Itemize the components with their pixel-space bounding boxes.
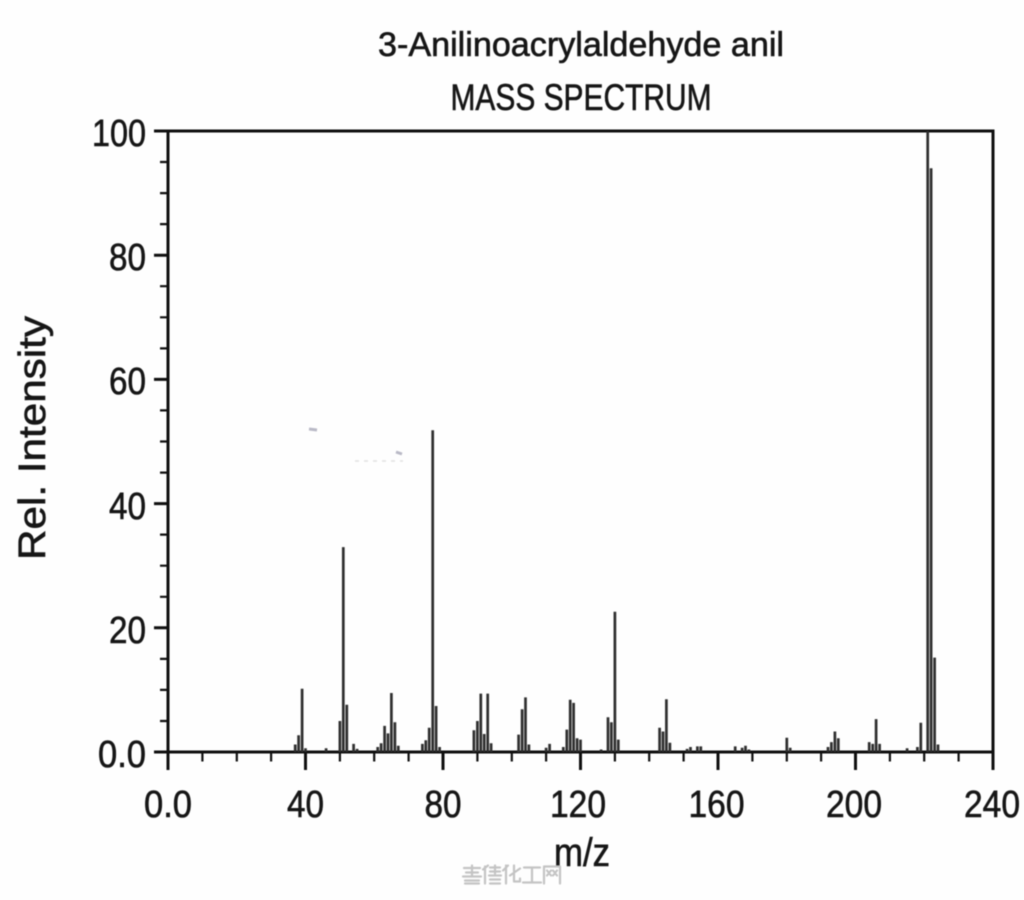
svg-text:240: 240 (964, 784, 1020, 826)
svg-text:40: 40 (109, 486, 146, 528)
svg-text:60: 60 (109, 361, 146, 403)
svg-text:80: 80 (425, 784, 462, 826)
svg-text:160: 160 (689, 784, 745, 826)
svg-text:20: 20 (109, 610, 146, 652)
svg-text:0.0: 0.0 (144, 784, 192, 826)
svg-text:200: 200 (826, 784, 882, 826)
svg-text:120: 120 (550, 784, 606, 826)
svg-text:40: 40 (287, 784, 324, 826)
svg-text:3-Anilinoacrylaldehyde anil: 3-Anilinoacrylaldehyde anil (378, 26, 784, 64)
svg-text:MASS SPECTRUM: MASS SPECTRUM (451, 76, 712, 118)
svg-text:m/z: m/z (554, 831, 610, 875)
svg-text:80: 80 (109, 237, 146, 279)
svg-text:0.0: 0.0 (98, 734, 146, 776)
svg-text:100: 100 (92, 113, 146, 155)
svg-text:Rel. Intensity: Rel. Intensity (12, 316, 54, 560)
